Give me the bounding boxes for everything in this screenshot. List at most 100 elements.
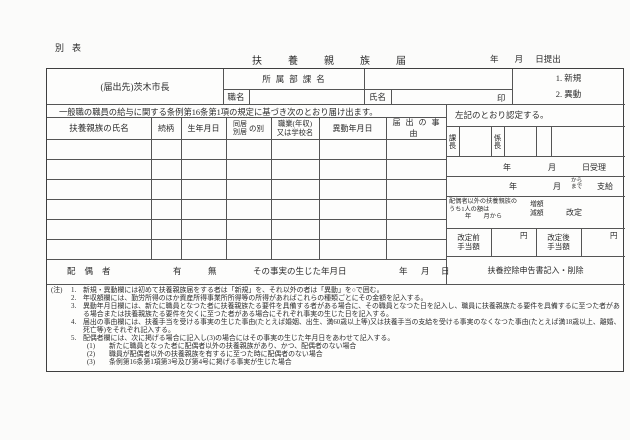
subnote-number: (2) xyxy=(87,351,96,358)
spouse-fact-label: その事実の生じた年月日 xyxy=(253,266,347,276)
subnote-text: 職員が配偶者以外の扶養親族を有するに至つた時に配偶者のない場合 xyxy=(109,351,323,358)
divider xyxy=(551,126,552,156)
amount-before-line1: 改定前 xyxy=(457,233,480,242)
payment-from-label: から xyxy=(571,178,583,184)
col-header-relation: 続柄 xyxy=(158,123,174,133)
job-title-label: 職名 xyxy=(227,91,245,102)
job-title-input-area xyxy=(249,89,364,104)
occupation-line2: 又は学校名 xyxy=(276,128,314,137)
receipt-month-label: 月 xyxy=(548,163,556,172)
note-number: 3. xyxy=(71,303,77,310)
divider xyxy=(47,159,446,160)
divider xyxy=(47,259,446,260)
subnote-number: (1) xyxy=(87,343,96,350)
note-item-1: (注) 1. 新規・異動欄には初めて扶養親族届をする者は「新規」を、それ以外の者… xyxy=(49,287,621,295)
col-header-dependent-name: 扶養親族の氏名 xyxy=(69,123,129,133)
note-text: 配偶者欄には、次に掲げる場合に記入し(3)の場合にはその事実の生じた年月日をあわ… xyxy=(83,335,395,342)
divider xyxy=(536,228,537,256)
note-subitem-3: (3) 条例第16条第1項第3号及び第4号に掲げる事実が生じた場合 xyxy=(49,359,621,367)
note-text: 新規・異動欄には初めて扶養親族届をする者は「新規」を、それ以外の者は「異動」を○… xyxy=(83,287,384,294)
spouse-label: 配偶者 xyxy=(67,266,120,276)
decrease-label: 減額 xyxy=(530,209,544,217)
divider xyxy=(47,284,625,285)
note-subitem-1: (1) 新たに職員となった者に配偶者以外の扶養親族があり、かつ、配偶者のない場合 xyxy=(49,343,621,351)
note-subitem-2: (2) 職員が配偶者以外の扶養親族を有するに至つた時に配偶者のない場合 xyxy=(49,351,621,359)
corner-label: 別表 xyxy=(55,43,90,53)
divider xyxy=(446,126,625,127)
col-header-reason: 届出の事由 xyxy=(392,118,445,138)
divider xyxy=(446,228,625,229)
col-header-change-date: 異動年月日 xyxy=(332,123,373,133)
divider xyxy=(151,117,152,259)
section-chief-label: 課長 xyxy=(448,133,457,149)
note-number: 1. xyxy=(71,287,77,294)
amount-after-label: 改定後 手当額 xyxy=(536,228,581,256)
payment-to-label: まで xyxy=(571,184,583,190)
divider xyxy=(504,126,505,156)
seal-label: 印 xyxy=(497,93,506,103)
submit-year-label: 年 xyxy=(490,54,499,64)
divider xyxy=(181,117,182,259)
amount-after-line2: 手当額 xyxy=(547,242,570,251)
revision-label: 改定 xyxy=(566,208,582,217)
note-text: 年収額欄には、勤労所得のほか資産所得事業所所得等の所得があればこれらの種類ごとに… xyxy=(83,295,428,302)
note-item-4: 4. 届出の事由欄には、扶養手当を受ける事実の生じた事由(たとえば婚姻、出生、満… xyxy=(49,319,621,335)
submit-month-label: 月 xyxy=(514,54,524,64)
revision-up-down: 増額 減額 xyxy=(530,201,544,218)
occupation-line1: 職業(年収) xyxy=(277,119,313,128)
type-option-change: 2. 異動 xyxy=(555,89,582,99)
divider xyxy=(47,179,446,180)
divider xyxy=(47,219,446,220)
divider xyxy=(581,228,582,256)
approval-statement: 左記のとおり認定する。 xyxy=(455,110,549,120)
divider xyxy=(223,89,512,90)
spouse-yes-label: 有 xyxy=(173,266,182,276)
notes-section: (注) 1. 新規・異動欄には初めて扶養親族届をする者は「新規」を、それ以外の者… xyxy=(49,287,621,367)
amount-before-label: 改定前 手当額 xyxy=(446,228,491,256)
name-label: 氏名 xyxy=(368,91,386,102)
living-suffix-label: の別 xyxy=(249,123,264,133)
deduction-note: 扶養控除申告書記入・削除 xyxy=(487,265,584,275)
divider xyxy=(223,69,224,104)
section-chief-stamp-box xyxy=(459,126,491,156)
divider xyxy=(249,89,250,104)
spouse-year-label: 年 xyxy=(399,266,408,276)
divider xyxy=(391,89,392,104)
note-text: 異動年月日欄には、新たに職員となつた者に扶養親族たる要件を具備する者がある場合に… xyxy=(83,303,620,318)
divider xyxy=(47,199,446,200)
form-frame: (届出先)茨木市長 所属部課名 職名 氏名 印 1. 新規 2. 異動 一般職の… xyxy=(46,68,625,372)
subnote-text: 新たに職員となった者に配偶者以外の扶養親族があり、かつ、配偶者のない場合 xyxy=(109,343,357,350)
submit-day-label: 日提出 xyxy=(535,54,561,64)
divider xyxy=(446,104,447,284)
divider xyxy=(536,126,537,156)
col-header-occupation: 職業(年収) 又は学校名 xyxy=(271,117,319,139)
divider xyxy=(512,69,513,104)
amount-after-line1: 改定後 xyxy=(547,233,570,242)
notification-type-cell: 1. 新規 2. 異動 xyxy=(512,69,625,104)
receipt-day-label: 日受理 xyxy=(582,163,606,172)
revision-line1: 配偶者以外の扶養親族の xyxy=(449,198,518,205)
spouse-day-label: 日 xyxy=(441,266,450,276)
divider xyxy=(271,117,272,259)
divider xyxy=(491,228,492,256)
addressee-cell: (届出先)茨木市長 xyxy=(100,82,170,92)
revision-line2: うち1人の額は xyxy=(449,205,490,213)
payment-month-label: 月 xyxy=(553,182,561,191)
revision-description: 配偶者以外の扶養親族の うち1人の額は 年 月から xyxy=(449,198,531,221)
subsection-chief-label: 係長 xyxy=(493,133,502,149)
divider xyxy=(47,117,446,118)
living-together-label: 同居 xyxy=(233,120,247,128)
type-option-new: 1. 新規 xyxy=(555,73,582,83)
increase-label: 増額 xyxy=(530,201,544,208)
divider xyxy=(386,117,387,259)
name-input-area xyxy=(391,89,512,104)
note-number: 2. xyxy=(71,295,77,302)
form-title: 扶養親族届 xyxy=(252,56,432,67)
note-item-2: 2. 年収額欄には、勤労所得のほか資産所得事業所所得等の所得があればこれらの種類… xyxy=(49,295,621,303)
note-text: 届出の事由欄には、扶養手当を受ける事実の生じた事由(たとえば婚姻、出生、満60歳… xyxy=(83,319,621,334)
note-number: 4. xyxy=(71,319,77,326)
divider xyxy=(446,196,625,197)
receipt-year-label: 年 xyxy=(503,163,511,172)
col-header-living: 同居 別居 の別 xyxy=(226,117,271,139)
